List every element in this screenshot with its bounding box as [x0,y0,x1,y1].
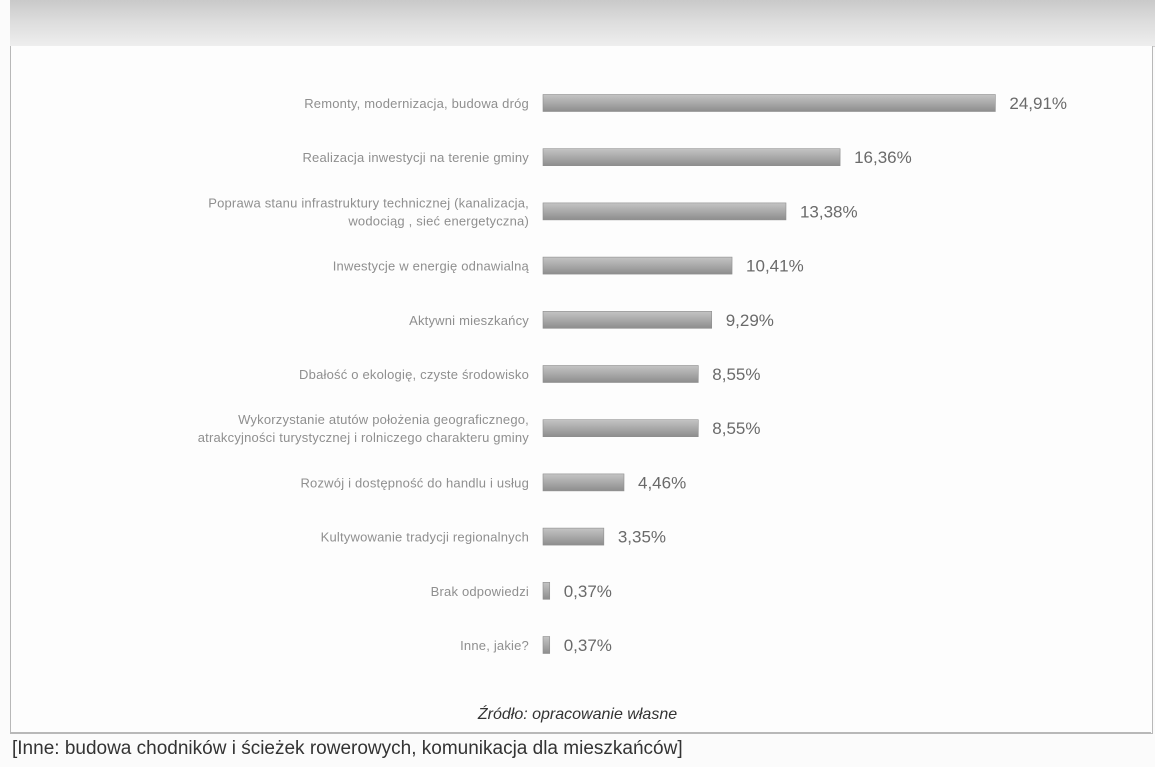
bar-1 [542,148,841,166]
category-label-5: Dbałość o ekologię, czyste środowisko [299,367,529,382]
category-label-4: Aktywni mieszkańcy [409,313,529,328]
bar-4 [542,310,713,329]
value-label-3: 10,41% [746,257,804,276]
source-caption: Źródło: opracowanie własne [477,706,678,723]
bar-7 [542,473,625,492]
category-label-10: Inne, jakie? [460,638,529,653]
category-label-2: Poprawa stanu infrastruktury technicznej… [208,195,529,228]
bar-6 [542,419,699,438]
value-label-0: 24,91% [1009,94,1067,113]
category-label-7: Rozwój i dostępność do handlu i usług [300,475,529,490]
value-label-6: 8,55% [712,419,760,438]
value-label-7: 4,46% [638,473,686,492]
category-label-0: Remonty, modernizacja, budowa dróg [304,96,529,111]
value-label-10: 0,37% [564,636,612,655]
value-label-5: 8,55% [712,365,760,384]
bar-0 [542,94,996,112]
category-label-6: Wykorzystanie atutów położenia geografic… [198,412,530,445]
value-label-1: 16,36% [854,148,912,167]
bar-10 [542,636,551,654]
value-label-9: 0,37% [564,582,612,601]
category-label-3: Inwestycje w energię odnawialną [333,259,530,274]
category-label-8: Kultywowanie tradycji regionalnych [321,530,529,545]
bar-9 [542,581,551,600]
value-label-2: 13,38% [800,202,858,221]
note-text: [Inne: budowa chodników i ścieżek rowero… [12,738,683,759]
category-label-1: Realizacja inwestycji na terenie gminy [302,150,529,165]
bar-2 [542,202,787,221]
bar-3 [542,256,733,275]
bar-5 [542,365,699,383]
bar-chart: 24,91% Remonty, modernizacja, budowa dróg… [198,94,1067,655]
value-label-8: 3,35% [618,528,666,547]
category-label-9: Brak odpowiedzi [431,584,529,599]
value-label-4: 9,29% [726,311,774,330]
bar-8 [542,527,605,546]
note-divider [10,732,1151,733]
